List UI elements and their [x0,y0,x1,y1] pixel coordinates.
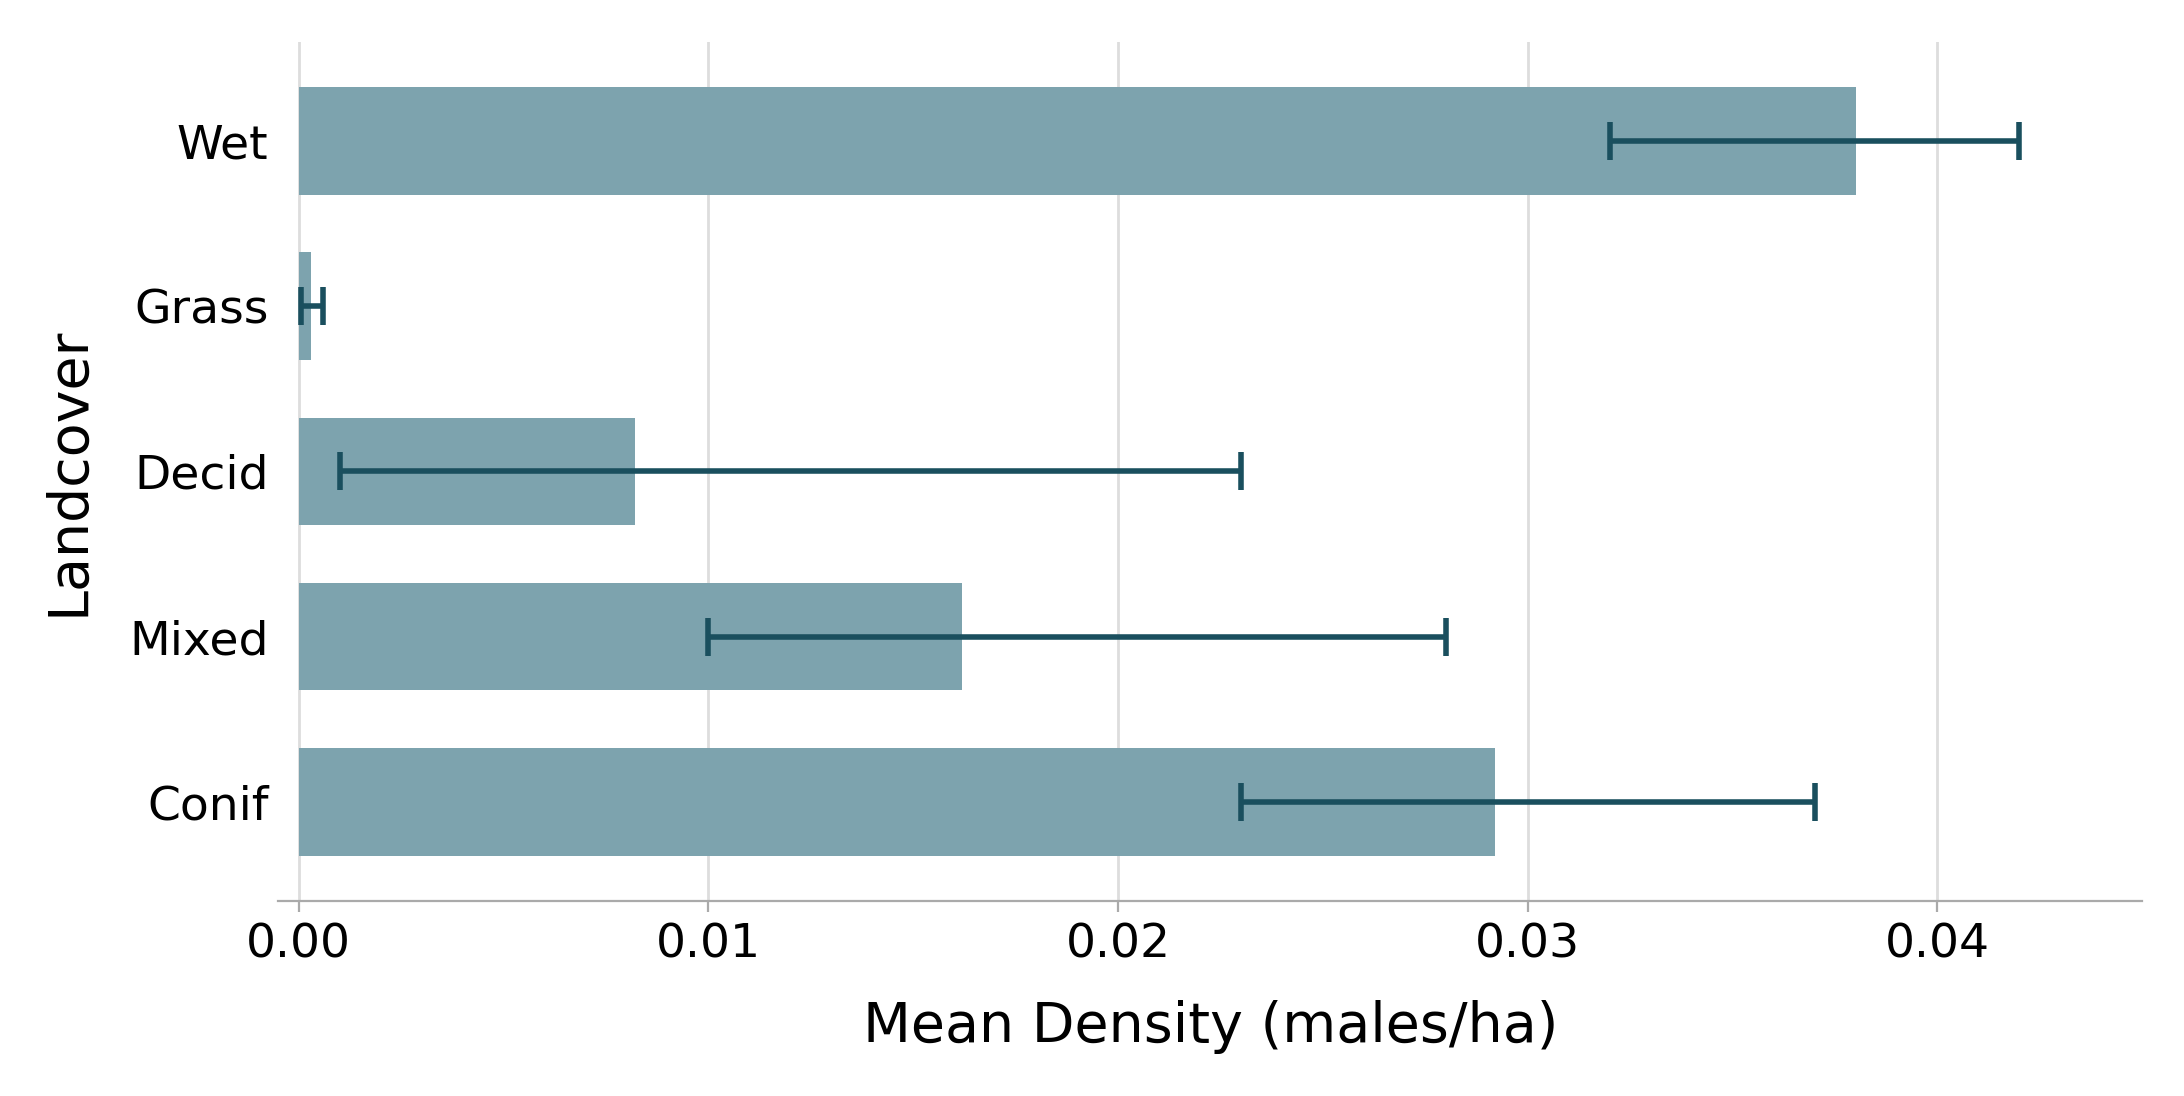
Y-axis label: Landcover: Landcover [41,327,96,616]
Bar [299,252,310,359]
Bar [299,87,1856,195]
Bar [299,583,963,690]
X-axis label: Mean Density (males/ha): Mean Density (males/ha) [863,1001,1557,1054]
Bar [299,749,1496,856]
Bar [299,418,636,525]
